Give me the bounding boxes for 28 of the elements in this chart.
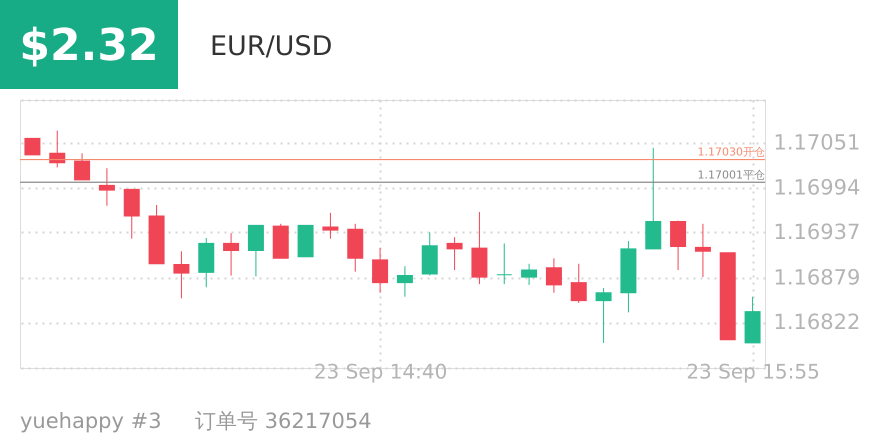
candlestick	[24, 138, 40, 156]
candlestick	[372, 248, 388, 294]
candlestick	[173, 250, 190, 299]
y-tick-label: 1.16994	[774, 175, 860, 200]
candlestick	[98, 168, 115, 206]
ref-line-label: 1.17030开仓	[698, 146, 765, 159]
candlestick	[694, 223, 711, 278]
candlestick	[322, 212, 338, 240]
candlestick	[521, 263, 538, 286]
candlestick	[596, 288, 612, 344]
text: yuehappy #3	[20, 409, 162, 433]
candlestick	[223, 232, 240, 276]
text: 订单号 36217054	[195, 409, 372, 433]
candlestick	[496, 242, 512, 285]
chart-title: EUR/USD	[210, 31, 332, 62]
ref-line-label: 1.17001平仓	[698, 168, 765, 182]
y-tick-label: 1.16937	[774, 220, 860, 244]
y-tick-label: 1.16879	[774, 265, 860, 290]
candlestick	[546, 258, 562, 294]
candlestick	[570, 263, 587, 304]
candlestick	[396, 266, 413, 298]
y-tick-label: 1.17051	[774, 130, 860, 155]
x-tick-label: 23 Sep 14:40	[314, 360, 448, 384]
text: $2.32	[19, 20, 159, 71]
candlestick	[74, 152, 90, 180]
x-tick-label: 23 Sep 15:55	[686, 360, 820, 384]
candlestick	[446, 236, 463, 271]
y-tick-label: 1.16822	[774, 310, 860, 334]
